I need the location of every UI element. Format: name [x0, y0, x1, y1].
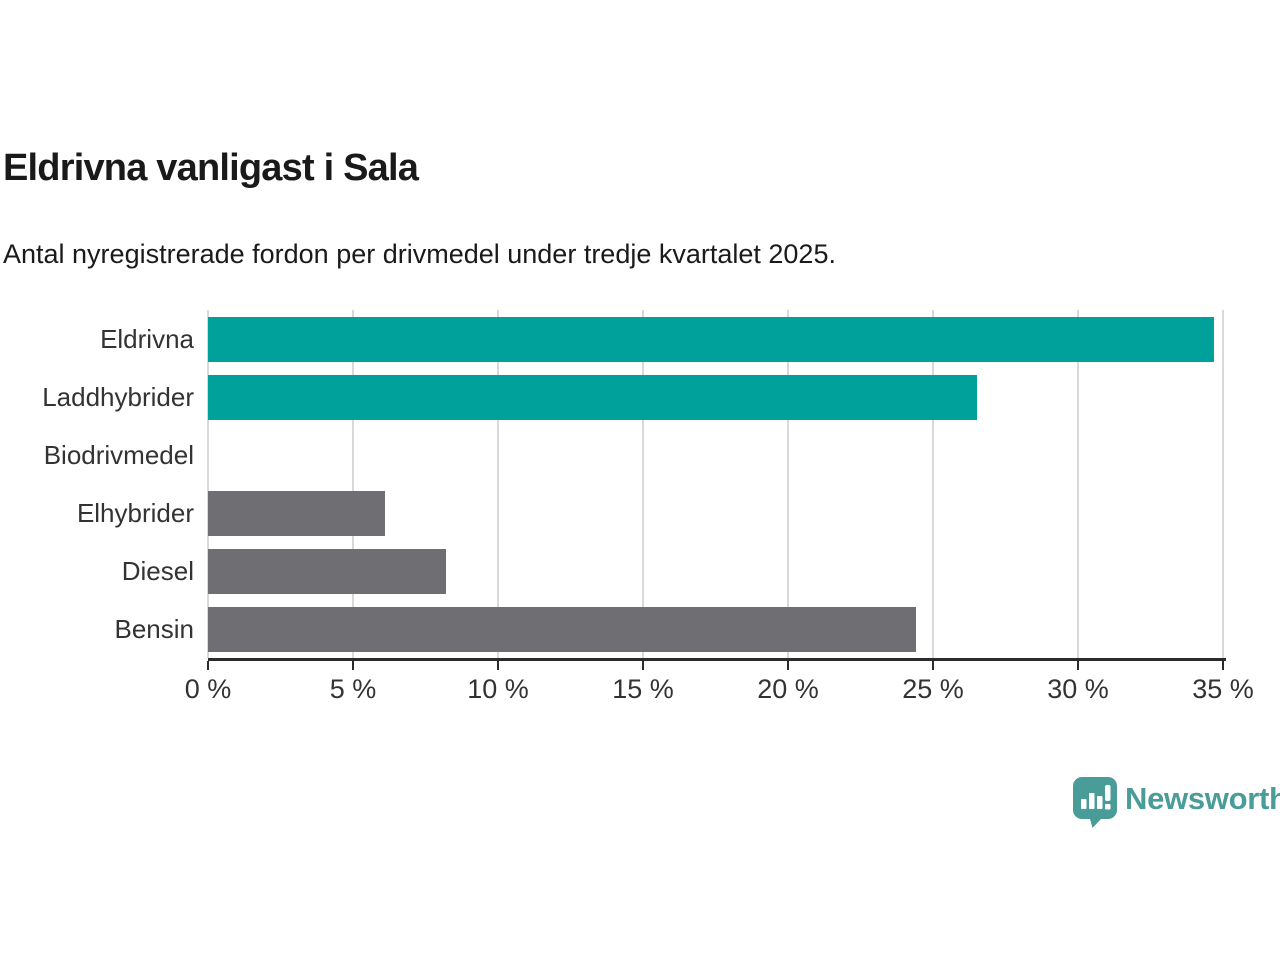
- gridline-30: [1077, 310, 1079, 658]
- plot-area: [207, 310, 1224, 658]
- bar-diesel: [208, 548, 446, 594]
- chart-title: Eldrivna vanligast i Sala: [3, 147, 419, 189]
- category-label-eldrivna: Eldrivna: [100, 324, 194, 354]
- tick-label-25: 25 %: [902, 674, 964, 704]
- tick-label-10: 10 %: [467, 674, 529, 704]
- tick-mark-20: [787, 661, 789, 670]
- tick-mark-25: [932, 661, 934, 670]
- gridline-25: [932, 310, 934, 658]
- tick-mark-15: [642, 661, 644, 670]
- category-label-laddhybrider: Laddhybrider: [42, 382, 194, 412]
- category-axis-labels: Eldrivna Laddhybrider Biodrivmedel Elhybrid…: [0, 310, 194, 658]
- bar-laddhybrider: [208, 374, 977, 420]
- chart-subtitle: Antal nyregistrerade fordon per drivmede…: [3, 239, 836, 269]
- bar-bensin: [208, 606, 916, 652]
- x-axis-line: [208, 658, 1226, 661]
- tick-label-15: 15 %: [612, 674, 674, 704]
- category-label-biodrivmedel: Biodrivmedel: [43, 440, 194, 470]
- category-label-elhybrider: Elhybrider: [76, 498, 194, 528]
- newsworthy-logo-text: Newsworthy: [1125, 781, 1280, 816]
- tick-label-35: 35 %: [1192, 674, 1254, 704]
- gridline-15: [642, 310, 644, 658]
- tick-mark-5: [352, 661, 354, 670]
- newsworthy-logo: Newsworthy: [1072, 776, 1280, 828]
- bar-elhybrider: [208, 490, 385, 536]
- tick-mark-10: [497, 661, 499, 670]
- bar-chart: Eldrivna Laddhybrider Biodrivmedel Elhybrid…: [0, 310, 1280, 710]
- category-label-diesel: Diesel: [121, 556, 194, 586]
- gridline-0: [207, 310, 209, 658]
- gridline-35: [1222, 310, 1224, 658]
- newsworthy-speech-bubble-bar-chart-icon: [1073, 777, 1117, 828]
- bar-eldrivna: [208, 316, 1215, 362]
- gridline-5: [352, 310, 354, 658]
- category-label-bensin: Bensin: [114, 614, 195, 644]
- gridline-10: [497, 310, 499, 658]
- tick-label-5: 5 %: [329, 674, 377, 704]
- tick-label-0: 0 %: [184, 674, 232, 704]
- tick-mark-35: [1222, 661, 1224, 670]
- gridline-20: [787, 310, 789, 658]
- tick-label-30: 30 %: [1047, 674, 1109, 704]
- tick-label-20: 20 %: [757, 674, 819, 704]
- tick-mark-0: [207, 661, 209, 670]
- tick-mark-30: [1077, 661, 1079, 670]
